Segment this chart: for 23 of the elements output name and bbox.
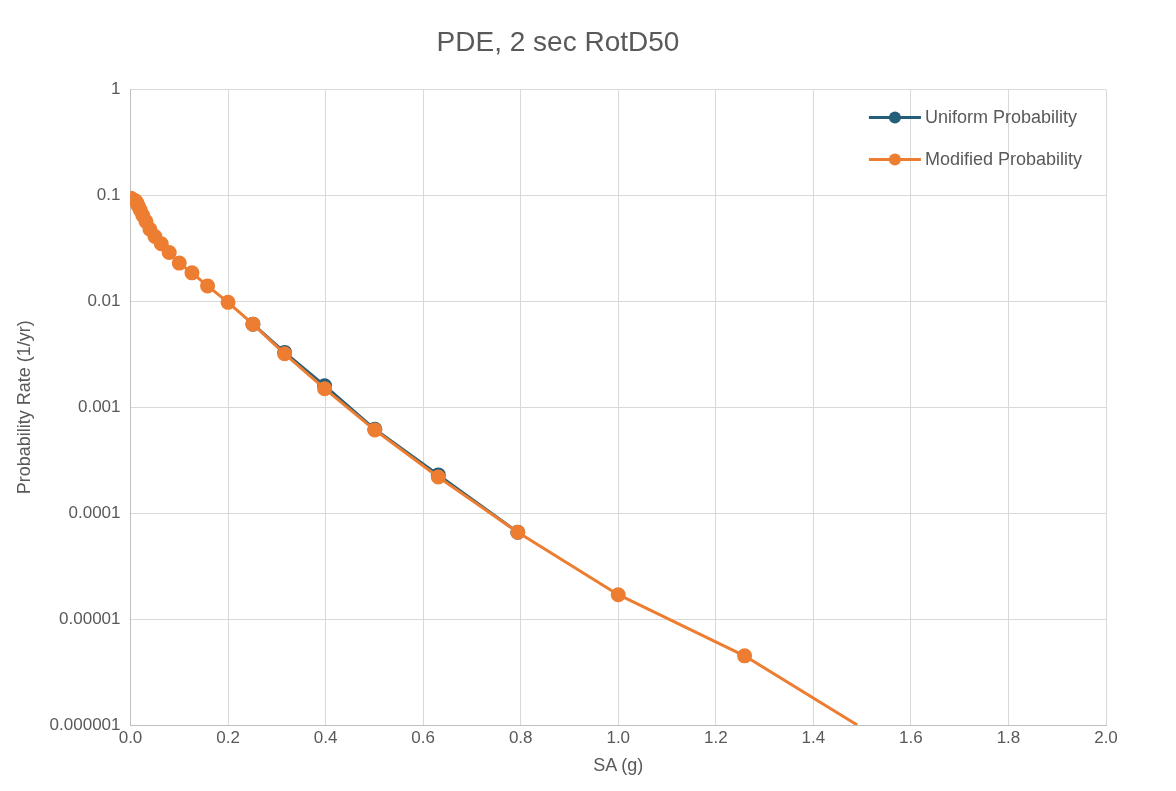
legend-label: Modified Probability xyxy=(924,148,1082,169)
x-tick-label: 1.0 xyxy=(606,727,631,747)
chart-title: PDE, 2 sec RotD50 xyxy=(436,25,680,57)
y-tick-label: 0.00001 xyxy=(59,608,121,628)
y-tick-label: 0.0001 xyxy=(68,502,121,522)
x-tick-label: 1.2 xyxy=(703,727,728,747)
x-tick-label: 0.8 xyxy=(508,727,533,747)
x-tick-label: 1.6 xyxy=(899,727,923,747)
x-tick-label: 0.0 xyxy=(118,727,143,747)
x-tick-label: 0.6 xyxy=(411,727,435,747)
y-tick-label: 0.1 xyxy=(96,185,121,205)
y-tick-label: 0.01 xyxy=(87,291,121,311)
x-tick-label: 0.2 xyxy=(216,727,240,747)
x-tick-label: 1.8 xyxy=(996,727,1021,747)
x-tick-label: 0.4 xyxy=(313,727,338,747)
y-tick-label: 1 xyxy=(111,79,121,99)
x-tick-label: 1.4 xyxy=(801,727,826,747)
y-tick-label: 0.001 xyxy=(77,396,121,416)
x-axis-title: SA (g) xyxy=(593,755,644,776)
y-axis-title: Probability Rate (1/yr) xyxy=(13,320,34,495)
legend-label: Uniform Probability xyxy=(924,106,1077,127)
y-tick-label: 0.000001 xyxy=(49,714,121,734)
x-tick-label: 2.0 xyxy=(1094,727,1118,747)
